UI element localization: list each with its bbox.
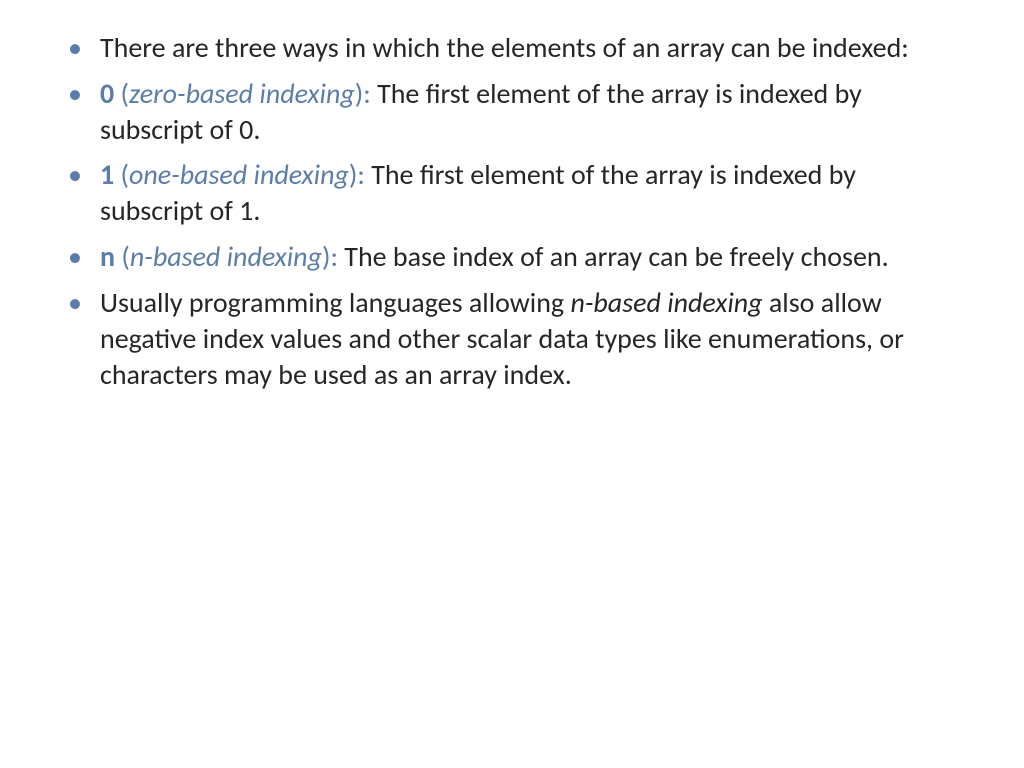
paren-close: ): bbox=[349, 157, 371, 192]
list-item: n (n-based indexing): The base index of … bbox=[60, 239, 964, 275]
paren-close: ): bbox=[355, 76, 377, 111]
bullet-list: There are three ways in which the elemen… bbox=[60, 30, 964, 392]
index-term: zero-based indexing bbox=[129, 76, 355, 111]
list-item: 0 (zero-based indexing): The first eleme… bbox=[60, 76, 964, 148]
list-item: 1 (one-based indexing): The first elemen… bbox=[60, 157, 964, 229]
index-key: n bbox=[100, 239, 115, 274]
paren-open: ( bbox=[115, 239, 130, 274]
bullet-text: The base index of an array can be freely… bbox=[344, 239, 888, 274]
paren-open: ( bbox=[114, 157, 129, 192]
list-item: There are three ways in which the elemen… bbox=[60, 30, 964, 66]
index-key: 0 bbox=[100, 76, 114, 111]
bullet-text-pre: Usually programming languages allowing bbox=[100, 285, 570, 320]
index-term: n-based indexing bbox=[130, 239, 322, 274]
index-term: one-based indexing bbox=[129, 157, 349, 192]
index-key: 1 bbox=[100, 157, 114, 192]
slide: There are three ways in which the elemen… bbox=[0, 0, 1024, 768]
paren-open: ( bbox=[114, 76, 129, 111]
paren-close: ): bbox=[322, 239, 344, 274]
bullet-text-em: n-based indexing bbox=[570, 285, 762, 320]
bullet-text: There are three ways in which the elemen… bbox=[100, 30, 909, 65]
list-item: Usually programming languages allowing n… bbox=[60, 285, 964, 392]
